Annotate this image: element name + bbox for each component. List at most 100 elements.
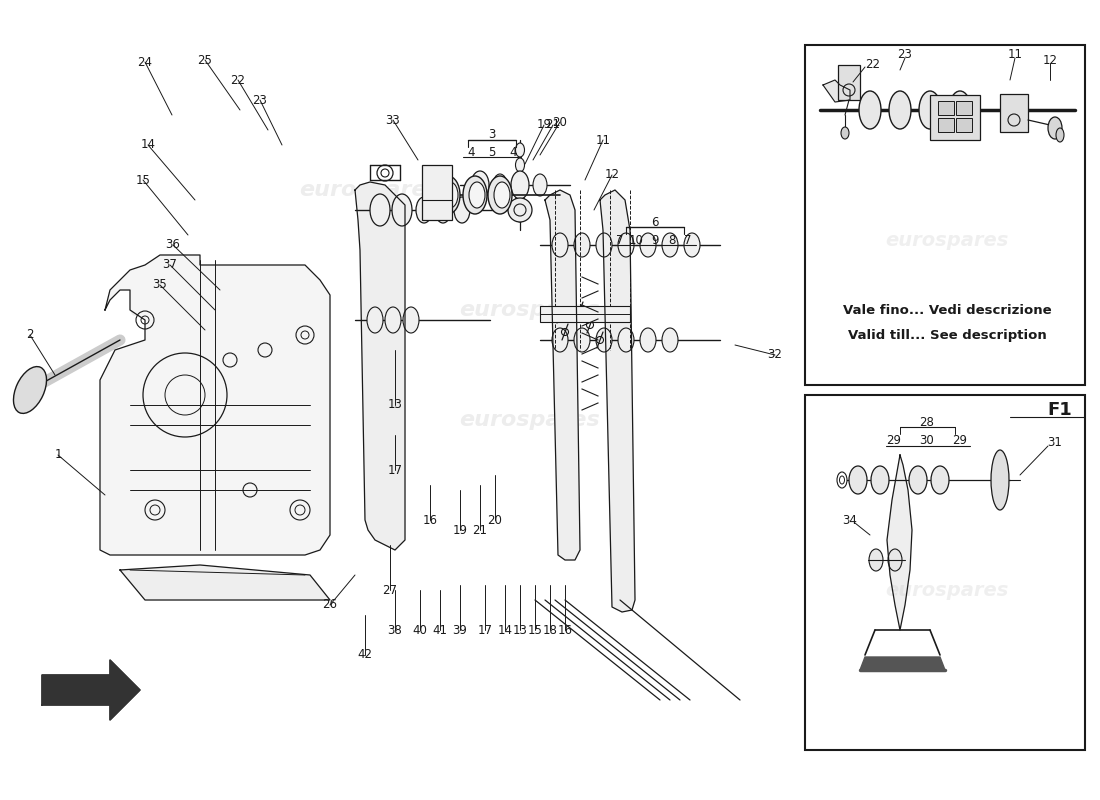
Text: 15: 15: [528, 623, 542, 637]
Polygon shape: [355, 182, 405, 550]
Text: 8: 8: [669, 234, 675, 246]
Text: 20: 20: [552, 115, 568, 129]
Ellipse shape: [416, 197, 432, 223]
Ellipse shape: [516, 193, 525, 207]
Text: 14: 14: [141, 138, 155, 151]
Text: 25: 25: [198, 54, 212, 66]
Ellipse shape: [931, 466, 949, 494]
Ellipse shape: [516, 158, 525, 172]
Text: 21: 21: [473, 523, 487, 537]
Ellipse shape: [640, 328, 656, 352]
Text: 33: 33: [386, 114, 400, 126]
Text: 5: 5: [488, 146, 496, 158]
Ellipse shape: [434, 197, 451, 223]
Text: 13: 13: [387, 398, 403, 411]
Text: 10: 10: [628, 234, 643, 246]
Ellipse shape: [849, 466, 867, 494]
Text: 22: 22: [231, 74, 245, 86]
Text: 21: 21: [546, 118, 561, 131]
Ellipse shape: [370, 194, 390, 226]
Ellipse shape: [1048, 117, 1062, 139]
Ellipse shape: [574, 233, 590, 257]
Ellipse shape: [839, 476, 845, 484]
Text: 24: 24: [138, 55, 153, 69]
Ellipse shape: [574, 328, 590, 352]
Ellipse shape: [367, 307, 383, 333]
Ellipse shape: [991, 450, 1009, 510]
Text: 29: 29: [887, 434, 902, 446]
Bar: [930, 95, 980, 140]
Text: 14: 14: [497, 623, 513, 637]
Bar: [838, 65, 860, 100]
Ellipse shape: [949, 91, 971, 129]
Text: 16: 16: [422, 514, 438, 526]
Text: eurospares: eurospares: [460, 410, 601, 430]
Bar: [956, 101, 972, 115]
Text: 17: 17: [387, 463, 403, 477]
Text: eurospares: eurospares: [886, 230, 1009, 250]
Text: 41: 41: [432, 623, 448, 637]
Ellipse shape: [534, 174, 547, 196]
Text: 34: 34: [843, 514, 857, 526]
Polygon shape: [544, 190, 580, 560]
Text: 18: 18: [542, 623, 558, 637]
Ellipse shape: [469, 182, 485, 208]
Bar: [805, 395, 1085, 750]
Text: 6: 6: [651, 215, 659, 229]
Text: 1: 1: [54, 449, 62, 462]
Text: 11: 11: [1008, 49, 1023, 62]
Text: 11: 11: [595, 134, 610, 146]
Ellipse shape: [454, 197, 470, 223]
Text: 4: 4: [509, 146, 517, 158]
Ellipse shape: [869, 549, 883, 571]
Text: eurospares: eurospares: [460, 300, 601, 320]
Text: 29: 29: [953, 434, 968, 446]
Text: 16: 16: [558, 623, 572, 637]
Text: 9: 9: [651, 234, 659, 246]
Polygon shape: [42, 660, 140, 720]
Polygon shape: [100, 255, 330, 555]
Ellipse shape: [596, 328, 612, 352]
Text: 39: 39: [452, 623, 468, 637]
Text: 36: 36: [166, 238, 180, 251]
Ellipse shape: [918, 91, 940, 129]
Text: eurospares: eurospares: [130, 300, 271, 320]
Text: 23: 23: [253, 94, 267, 106]
Text: 2: 2: [26, 329, 34, 342]
Text: 27: 27: [383, 583, 397, 597]
Text: 28: 28: [920, 415, 934, 429]
Ellipse shape: [442, 182, 458, 208]
Ellipse shape: [684, 233, 700, 257]
Ellipse shape: [889, 91, 911, 129]
Ellipse shape: [493, 174, 507, 196]
Ellipse shape: [618, 233, 634, 257]
Text: eurospares: eurospares: [886, 581, 1009, 599]
Ellipse shape: [618, 328, 634, 352]
Text: 7: 7: [616, 234, 624, 246]
Ellipse shape: [471, 171, 490, 199]
Text: 37: 37: [163, 258, 177, 271]
Ellipse shape: [385, 307, 402, 333]
Ellipse shape: [909, 466, 927, 494]
Text: 7: 7: [684, 234, 692, 246]
Text: 20: 20: [487, 514, 503, 526]
Text: 15: 15: [135, 174, 151, 186]
Ellipse shape: [888, 549, 902, 571]
Ellipse shape: [842, 127, 849, 139]
Text: 19: 19: [452, 523, 468, 537]
Text: 40: 40: [412, 623, 428, 637]
Text: F1: F1: [1047, 401, 1072, 419]
Bar: [1000, 94, 1028, 132]
Ellipse shape: [463, 176, 487, 214]
Circle shape: [508, 198, 532, 222]
Polygon shape: [887, 455, 912, 630]
Bar: [540, 306, 630, 322]
Text: 30: 30: [920, 434, 934, 446]
Text: 17: 17: [477, 623, 493, 637]
Ellipse shape: [640, 233, 656, 257]
Polygon shape: [860, 657, 945, 670]
Bar: [938, 118, 954, 132]
Text: 23: 23: [898, 49, 912, 62]
Text: eurospares: eurospares: [299, 180, 440, 200]
Text: 38: 38: [387, 623, 403, 637]
